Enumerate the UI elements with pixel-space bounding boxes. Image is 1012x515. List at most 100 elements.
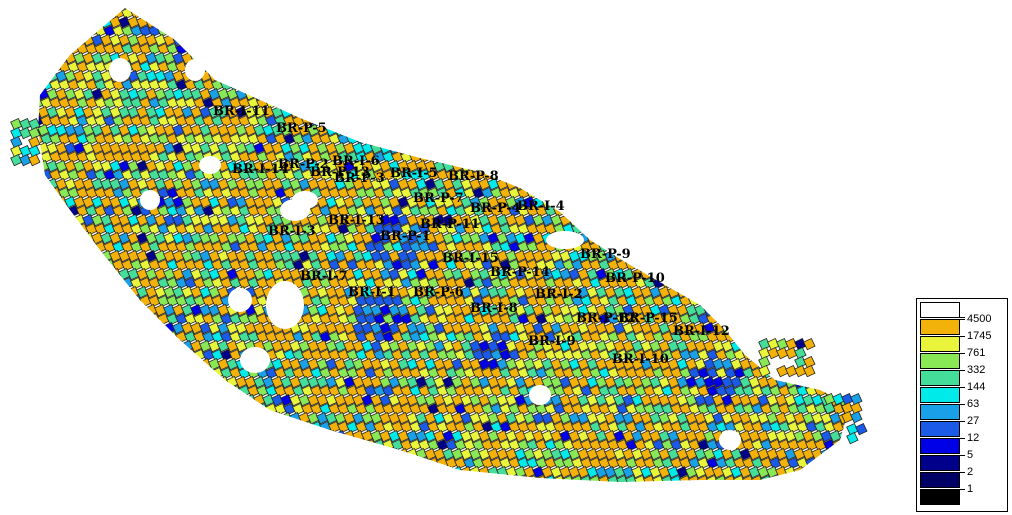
grid-cell	[577, 177, 590, 191]
grid-cell	[838, 213, 850, 227]
grid-cell	[316, 15, 329, 29]
grid-cell	[226, 465, 239, 479]
grid-cell	[319, 24, 332, 38]
grid-cell	[652, 204, 665, 218]
grid-cell	[40, 8, 53, 20]
grid-cell	[649, 123, 662, 137]
grid-cell	[364, 42, 377, 56]
grid-cell	[832, 456, 845, 470]
grid-cell	[139, 456, 152, 470]
grid-cell	[875, 394, 886, 405]
grid-cell	[724, 42, 737, 56]
grid-cell	[643, 114, 656, 128]
grid-cell	[712, 8, 725, 11]
grid-cell	[866, 16, 877, 27]
grid-cell	[544, 78, 557, 92]
grid-cell	[568, 69, 581, 83]
grid-cell	[145, 411, 158, 425]
grid-cell	[532, 33, 545, 47]
grid-cell	[667, 213, 680, 227]
grid-cell	[73, 15, 86, 29]
grid-cell	[85, 420, 98, 434]
grid-cell	[184, 42, 197, 56]
grid-cell	[73, 375, 86, 389]
grid-cell	[875, 412, 886, 423]
grid-cell	[878, 97, 889, 108]
grid-cell	[463, 24, 476, 38]
grid-cell	[472, 78, 485, 92]
grid-cell	[505, 33, 518, 47]
grid-cell	[415, 123, 428, 137]
grid-cell	[823, 330, 836, 344]
grid-cell	[667, 159, 680, 173]
grid-cell	[869, 187, 880, 198]
grid-cell	[550, 159, 563, 173]
grid-cell	[292, 8, 305, 20]
grid-cell	[469, 8, 482, 11]
grid-cell	[64, 447, 77, 461]
grid-cell	[436, 60, 449, 74]
grid-cell	[697, 186, 710, 200]
grid-cell	[814, 204, 827, 218]
grid-cell	[427, 78, 440, 92]
grid-cell	[661, 60, 674, 74]
grid-cell	[523, 159, 536, 173]
grid-cell	[472, 24, 485, 38]
grid-cell	[793, 303, 806, 317]
grid-cell	[857, 214, 868, 225]
grid-cell	[703, 231, 716, 245]
grid-cell	[67, 258, 80, 272]
grid-cell	[766, 69, 779, 83]
grid-cell	[643, 42, 656, 56]
grid-cell	[866, 268, 877, 279]
grid-cell	[580, 168, 593, 182]
grid-cell	[748, 321, 761, 335]
grid-cell	[280, 465, 293, 479]
grid-cell	[694, 123, 707, 137]
grid-cell	[851, 61, 862, 72]
grid-cell	[127, 303, 140, 317]
grid-cell	[724, 222, 737, 236]
grid-cell	[643, 258, 656, 272]
grid-cell	[724, 96, 737, 110]
grid-cell	[580, 8, 593, 20]
grid-cell	[238, 438, 251, 452]
grid-cell	[496, 123, 509, 137]
grid-cell	[679, 204, 692, 218]
grid-cell	[253, 465, 266, 479]
grid-cell	[94, 402, 107, 416]
grid-cell	[364, 78, 377, 92]
grid-cell	[265, 42, 278, 56]
grid-cell	[289, 15, 302, 29]
grid-cell	[838, 105, 850, 119]
grid-cell	[748, 177, 761, 191]
grid-cell	[121, 420, 134, 434]
grid-cell	[706, 114, 719, 128]
grid-cell	[670, 240, 683, 254]
grid-cell	[769, 258, 782, 272]
grid-cell	[76, 312, 89, 326]
grid-cell	[298, 429, 311, 443]
grid-cell	[721, 285, 734, 299]
grid-cell	[866, 124, 877, 135]
grid-cell	[415, 105, 428, 119]
grid-cell	[878, 259, 889, 270]
grid-cell	[130, 438, 143, 452]
grid-cell	[703, 249, 716, 263]
grid-cell	[67, 8, 80, 20]
grid-cell	[814, 96, 827, 110]
grid-cell	[649, 213, 662, 227]
grid-cell	[823, 42, 836, 56]
grid-cell	[38, 456, 44, 470]
grid-cell	[580, 60, 593, 74]
grid-cell	[869, 7, 880, 18]
grid-cell	[733, 78, 746, 92]
grid-cell	[454, 8, 467, 20]
grid-cell	[869, 457, 880, 468]
grid-cell	[796, 240, 809, 254]
grid-cell	[85, 312, 98, 326]
grid-cell	[730, 105, 743, 119]
grid-cell	[823, 96, 836, 110]
grid-cell	[739, 321, 752, 335]
grid-cell	[38, 339, 41, 353]
